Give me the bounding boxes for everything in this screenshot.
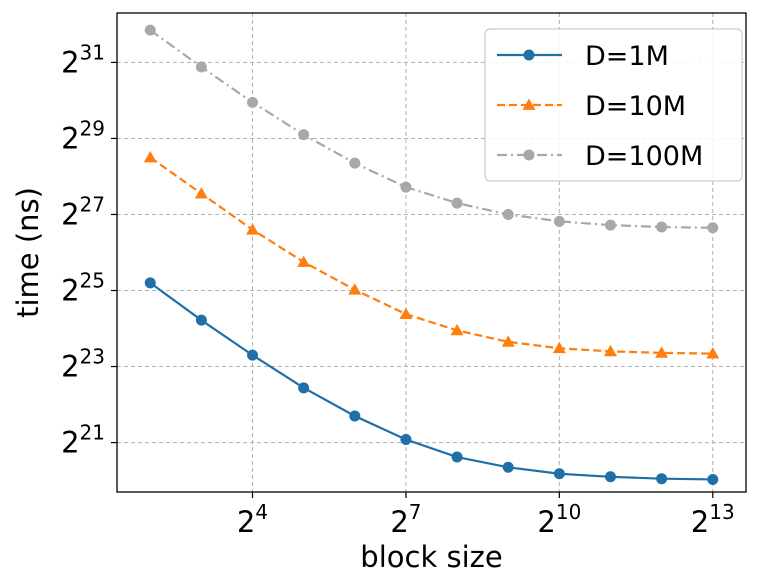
series-D=10M bbox=[143, 150, 720, 359]
data-point bbox=[399, 307, 413, 319]
data-point bbox=[656, 473, 668, 485]
data-point bbox=[502, 208, 514, 220]
x-tick-label: 213 bbox=[691, 500, 735, 539]
x-axis-label: block size bbox=[360, 540, 502, 574]
series-D=1M bbox=[144, 277, 719, 485]
data-point bbox=[502, 461, 514, 473]
data-point bbox=[501, 335, 515, 347]
data-point bbox=[298, 129, 310, 141]
y-tick-label: 229 bbox=[61, 116, 105, 155]
legend-item: D=10M bbox=[497, 91, 686, 122]
series-line bbox=[149, 156, 713, 355]
data-point bbox=[246, 223, 260, 235]
x-tick-label: 210 bbox=[537, 500, 581, 539]
legend-item: D=100M bbox=[497, 141, 703, 172]
data-point bbox=[655, 346, 669, 358]
data-point bbox=[297, 255, 311, 267]
data-point bbox=[451, 197, 463, 209]
data-point bbox=[144, 277, 156, 289]
y-tick-label: 231 bbox=[61, 40, 105, 79]
data-point bbox=[348, 283, 362, 295]
y-tick-label: 223 bbox=[61, 345, 105, 384]
legend-marker bbox=[522, 98, 536, 110]
data-point bbox=[451, 451, 463, 463]
series-line bbox=[149, 29, 713, 229]
legend-box bbox=[484, 28, 743, 182]
series-D=100M bbox=[144, 24, 719, 234]
data-point bbox=[400, 434, 412, 446]
data-point bbox=[604, 471, 616, 483]
data-point bbox=[656, 221, 668, 233]
y-axis-label: time (ns) bbox=[11, 187, 45, 318]
data-point bbox=[552, 341, 566, 354]
data-point bbox=[247, 96, 259, 108]
y-tick-label: 227 bbox=[61, 192, 105, 231]
data-point bbox=[603, 344, 617, 357]
data-point bbox=[553, 215, 565, 227]
legend-marker bbox=[523, 49, 535, 61]
legend-label: D=10M bbox=[585, 91, 686, 122]
data-point bbox=[707, 222, 719, 234]
x-tick-label: 24 bbox=[237, 500, 268, 539]
data-point bbox=[604, 219, 616, 231]
data-point bbox=[553, 468, 565, 480]
data-point bbox=[194, 187, 208, 199]
legend-label: D=1M bbox=[585, 41, 669, 72]
plot-frame bbox=[116, 12, 747, 493]
data-point bbox=[707, 473, 719, 485]
legend-item: D=1M bbox=[497, 41, 669, 72]
data-point bbox=[349, 157, 361, 169]
x-tick-label: 27 bbox=[390, 500, 421, 539]
y-tick-label: 221 bbox=[61, 421, 105, 460]
data-point bbox=[349, 410, 361, 422]
data-point bbox=[195, 314, 207, 326]
legend: D=1M D=10M D=100M bbox=[484, 28, 743, 182]
data-point bbox=[400, 181, 412, 193]
series-layer bbox=[143, 24, 720, 485]
legend-marker bbox=[523, 149, 535, 161]
legend-label: D=100M bbox=[585, 141, 703, 172]
data-point bbox=[450, 323, 464, 336]
data-point bbox=[195, 61, 207, 73]
data-point bbox=[247, 349, 259, 361]
series-line bbox=[149, 282, 713, 481]
ticks: 24 27 210 213 221 223 225 227 229 231 bbox=[61, 40, 735, 539]
data-point bbox=[298, 382, 310, 394]
data-point bbox=[143, 150, 157, 163]
y-tick-label: 225 bbox=[61, 269, 105, 308]
data-point bbox=[144, 24, 156, 36]
data-point bbox=[706, 347, 720, 359]
